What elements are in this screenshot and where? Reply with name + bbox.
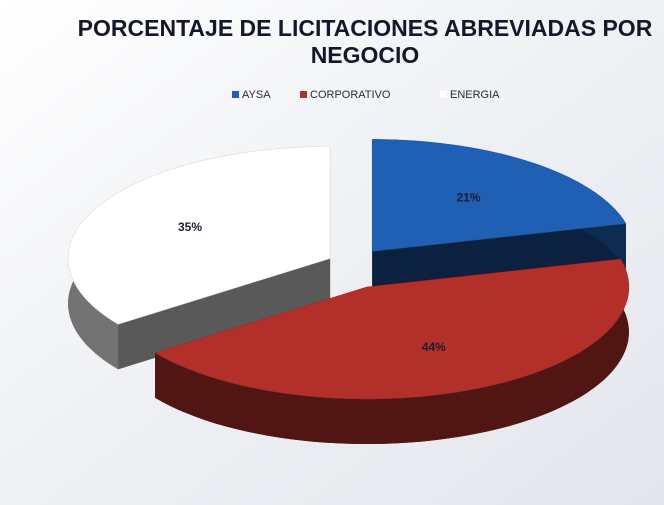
pie: 21% 35% 44% xyxy=(67,139,630,444)
slice-side-end xyxy=(372,223,626,297)
slice-side-start xyxy=(118,258,331,370)
data-label: 21% xyxy=(456,190,480,204)
slice-top xyxy=(154,258,630,400)
chart-title: PORCENTAJE DE LICITACIONES ABREVIADAS PO… xyxy=(78,15,653,41)
legend-label: ENERGIA xyxy=(450,89,500,101)
legend-swatch xyxy=(300,91,307,98)
legend: AYSA CORPORATIVO ENERGIA xyxy=(232,89,500,101)
legend-swatch xyxy=(232,91,239,98)
legend-label: CORPORATIVO xyxy=(310,89,391,101)
slice-wall xyxy=(155,259,629,444)
legend-label: AYSA xyxy=(242,89,271,101)
chart-title-line2: NEGOCIO xyxy=(311,42,420,68)
slice-top xyxy=(67,146,331,325)
data-label: 44% xyxy=(422,340,446,354)
data-label: 35% xyxy=(178,220,202,234)
slice-top xyxy=(371,139,627,252)
legend-swatch xyxy=(440,91,447,98)
